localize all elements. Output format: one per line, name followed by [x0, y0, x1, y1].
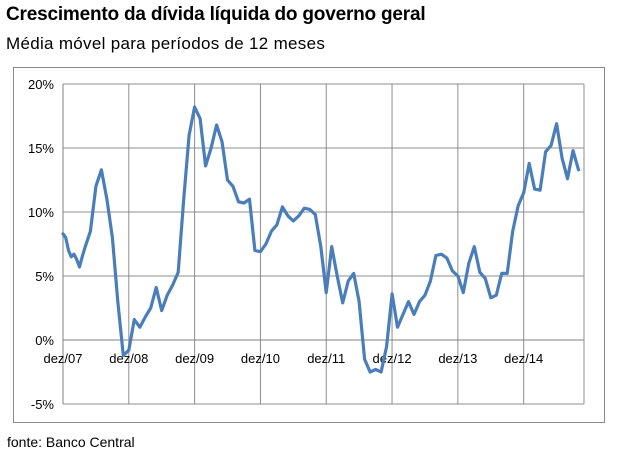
x-tick-label: dez/14 [504, 351, 543, 366]
x-tick-label: dez/07 [43, 351, 82, 366]
y-tick-label: 10% [28, 205, 54, 220]
y-tick-label: -5% [31, 397, 55, 412]
y-tick-label: 5% [35, 269, 54, 284]
chart-subtitle: Média móvel para períodos de 12 meses [6, 34, 326, 53]
x-tick-label: dez/13 [438, 351, 477, 366]
x-tick-label: dez/11 [307, 351, 345, 366]
source-note: fonte: Banco Central [7, 434, 135, 450]
x-tick-label: dez/12 [373, 351, 412, 366]
x-tick-label: dez/10 [241, 351, 280, 366]
x-tick-label: dez/08 [109, 351, 148, 366]
x-tick-label: dez/09 [175, 351, 214, 366]
y-tick-label: 15% [28, 141, 54, 156]
y-tick-label: 20% [28, 77, 54, 92]
series-line [61, 105, 581, 374]
y-tick-label: 0% [35, 333, 54, 348]
chart-title: Crescimento da dívida líquida do governo… [6, 4, 426, 25]
chart-frame [13, 67, 605, 423]
